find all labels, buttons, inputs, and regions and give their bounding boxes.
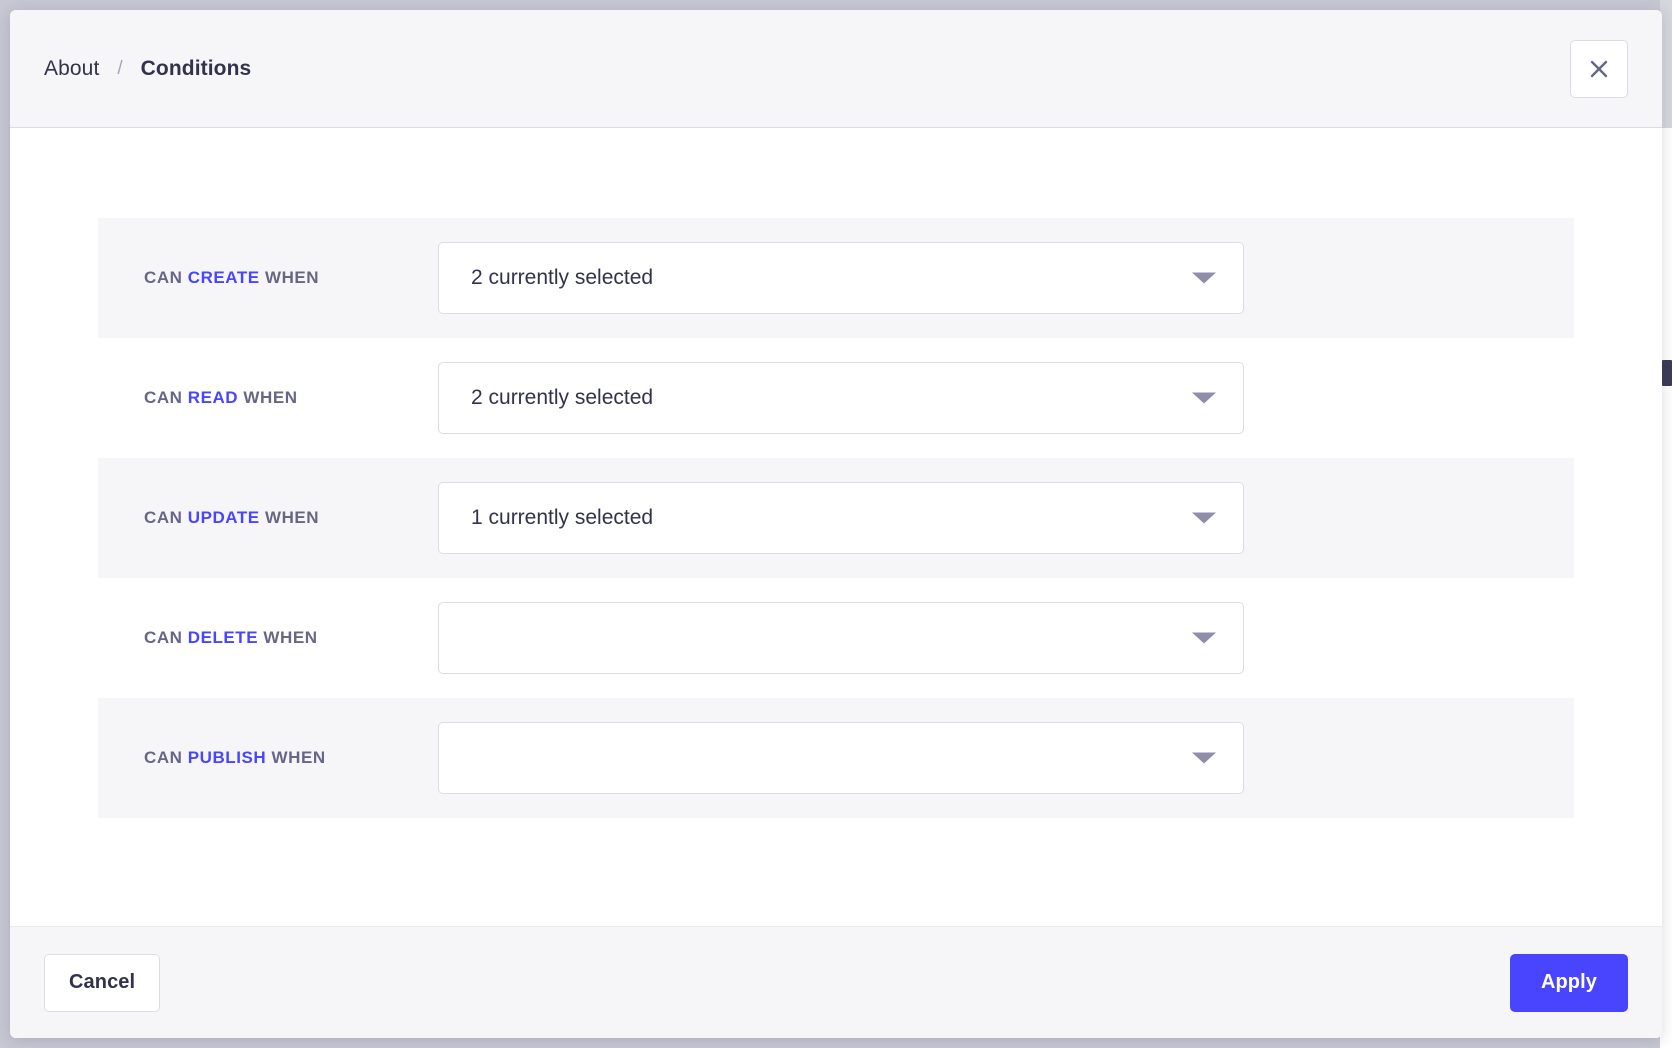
conditions-modal: About / Conditions CAN CREATE WHEN 2 cur… (10, 10, 1662, 1038)
condition-select-wrap-publish (438, 722, 1244, 794)
condition-select-wrap-update: 1 currently selected (438, 482, 1244, 554)
modal-body: CAN CREATE WHEN 2 currently selected CAN… (10, 128, 1662, 926)
condition-select-delete[interactable] (438, 602, 1244, 674)
background-text-sliver (1662, 360, 1672, 386)
close-button[interactable] (1570, 39, 1628, 98)
condition-action-create: CREATE (187, 268, 260, 287)
condition-label-read: CAN READ WHEN (98, 388, 438, 408)
condition-action-update: UPDATE (187, 508, 260, 527)
condition-prefix: CAN (144, 628, 183, 647)
condition-select-wrap-create: 2 currently selected (438, 242, 1244, 314)
condition-prefix: CAN (144, 508, 183, 527)
condition-select-wrap-read: 2 currently selected (438, 362, 1244, 434)
condition-row-publish: CAN PUBLISH WHEN (98, 698, 1574, 818)
condition-row-create: CAN CREATE WHEN 2 currently selected (98, 218, 1574, 338)
breadcrumb-root[interactable]: About (44, 56, 100, 80)
cancel-button[interactable]: Cancel (44, 953, 161, 1012)
condition-select-wrap-delete (438, 602, 1244, 674)
apply-button[interactable]: Apply (1509, 953, 1628, 1012)
condition-suffix: WHEN (264, 508, 320, 527)
condition-action-publish: PUBLISH (187, 748, 267, 767)
condition-label-update: CAN UPDATE WHEN (98, 508, 438, 528)
condition-row-update: CAN UPDATE WHEN 1 currently selected (98, 458, 1574, 578)
condition-suffix: WHEN (243, 388, 298, 407)
condition-row-read: CAN READ WHEN 2 currently selected (98, 338, 1574, 458)
modal-header: About / Conditions (10, 10, 1662, 128)
condition-prefix: CAN (144, 388, 183, 407)
condition-label-delete: CAN DELETE WHEN (98, 628, 438, 648)
background-header-sliver (1660, 0, 1672, 128)
condition-suffix: WHEN (263, 628, 318, 647)
close-icon (1587, 57, 1611, 81)
background-content-sliver (1660, 128, 1672, 1048)
condition-suffix: WHEN (271, 748, 326, 767)
condition-select-read[interactable]: 2 currently selected (438, 362, 1244, 434)
condition-select-publish[interactable] (438, 722, 1244, 794)
breadcrumb: About / Conditions (44, 57, 251, 81)
condition-label-publish: CAN PUBLISH WHEN (98, 748, 438, 768)
condition-suffix: WHEN (264, 268, 320, 287)
modal-footer: Cancel Apply (10, 926, 1662, 1038)
condition-action-delete: DELETE (187, 628, 259, 647)
condition-prefix: CAN (144, 268, 183, 287)
breadcrumb-current: Conditions (140, 56, 252, 80)
condition-action-read: READ (187, 388, 239, 407)
condition-select-create[interactable]: 2 currently selected (438, 242, 1244, 314)
breadcrumb-separator: / (117, 57, 123, 79)
conditions-list: CAN CREATE WHEN 2 currently selected CAN… (98, 218, 1574, 818)
condition-select-update[interactable]: 1 currently selected (438, 482, 1244, 554)
condition-row-delete: CAN DELETE WHEN (98, 578, 1574, 698)
condition-prefix: CAN (144, 748, 183, 767)
condition-label-create: CAN CREATE WHEN (98, 268, 438, 288)
